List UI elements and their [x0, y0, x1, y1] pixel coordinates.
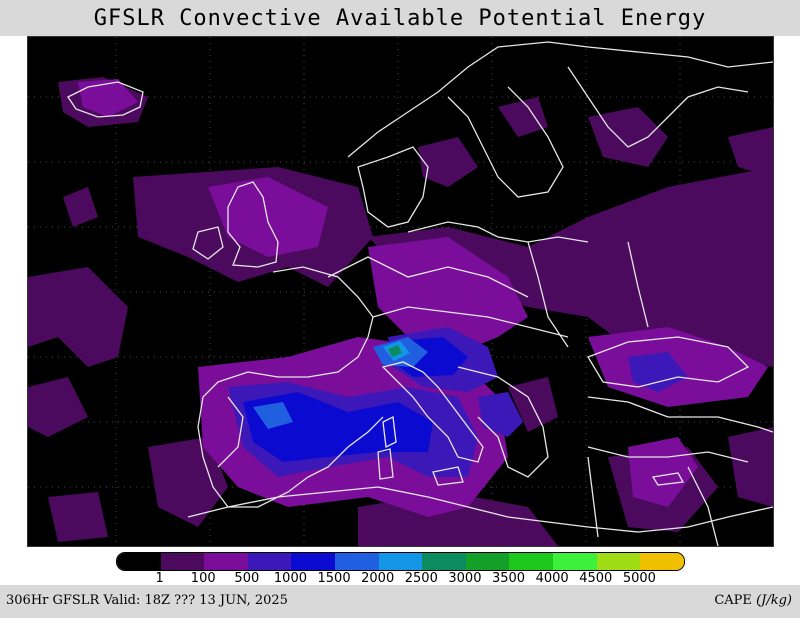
- cape-low-field: [28, 77, 773, 546]
- map-title: GFSLR Convective Available Potential Ene…: [93, 5, 707, 31]
- colorbar-tick-label: 2500: [404, 571, 438, 586]
- colorbar-tick-label: 500: [234, 571, 260, 586]
- colorbar-tick-label: 2000: [361, 571, 395, 586]
- colorbar-segment: [553, 553, 597, 570]
- colorbar: [116, 552, 685, 571]
- colorbar-segment: [640, 553, 684, 570]
- legend: 1 100 500 1000 1500 2000 2500 3000 3500 4000 4500 5…: [0, 545, 800, 586]
- colorbar-segment: [465, 553, 510, 570]
- map-panel: [27, 36, 774, 547]
- coastlines: [67, 41, 773, 546]
- colorbar-tick-label: 5000: [622, 571, 656, 586]
- units-label: CAPE (J/kg): [714, 593, 792, 608]
- colorbar-tick-label: 100: [190, 571, 216, 586]
- colorbar-segment: [291, 553, 336, 570]
- colorbar-segment: [247, 553, 292, 570]
- colorbar-tick-label: 4500: [579, 571, 613, 586]
- cape-2000-field: [383, 341, 410, 361]
- colorbar-segment: [204, 553, 248, 570]
- colorbar-tick-label: 3000: [448, 571, 482, 586]
- units-variable: CAPE: [714, 593, 752, 608]
- colorbar-tick-label: 1000: [273, 571, 307, 586]
- colorbar-segment: [596, 553, 641, 570]
- footer-bar: 306Hr GFSLR Valid: 18Z ??? 13 JUN, 2025 …: [0, 585, 800, 618]
- colorbar-tick-label: 3500: [491, 571, 526, 586]
- colorbar-segment: [378, 553, 423, 570]
- title-bar: GFSLR Convective Available Potential Ene…: [0, 0, 800, 36]
- valid-time-label: 306Hr GFSLR Valid: 18Z ??? 13 JUN, 2025: [6, 593, 288, 608]
- colorbar-tick-label: 1: [155, 571, 164, 586]
- colorbar-segment: [509, 553, 554, 570]
- colorbar-segment: [117, 553, 161, 570]
- colorbar-segment: [335, 553, 379, 570]
- colorbar-segment: [422, 553, 466, 570]
- cape-map: [28, 37, 773, 546]
- colorbar-tick-label: 4000: [535, 571, 569, 586]
- units-value: (J/kg): [756, 593, 792, 608]
- colorbar-tick-label: 1500: [317, 571, 351, 586]
- colorbar-segment: [160, 553, 205, 570]
